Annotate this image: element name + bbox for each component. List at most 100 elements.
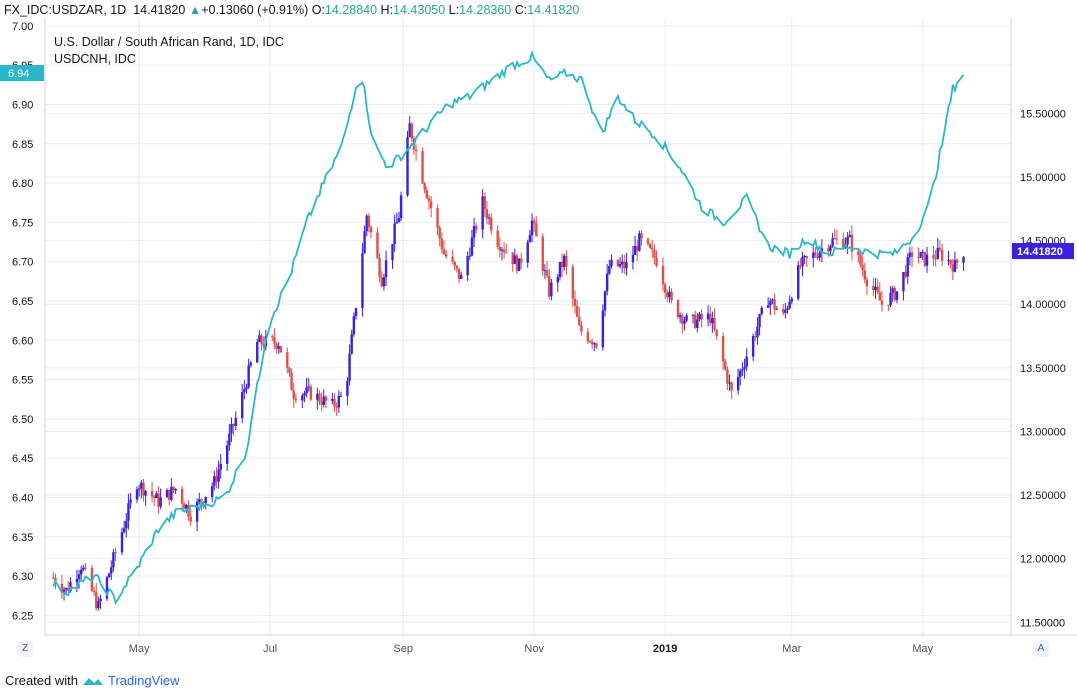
candle-body [451, 256, 454, 262]
time-tick-label: 2019 [653, 643, 677, 655]
candle-body [399, 195, 403, 219]
candle-body [382, 277, 386, 287]
candle-body [962, 256, 965, 263]
left-tick-label: 6.45 [12, 453, 33, 465]
candle-body [502, 249, 506, 253]
candle-body [150, 490, 154, 497]
left-price-axis[interactable]: 7.006.956.906.856.806.756.706.656.606.55… [12, 21, 33, 622]
candle-body [292, 390, 295, 399]
candle-body [288, 367, 291, 373]
candle-body [593, 343, 596, 345]
time-axis[interactable]: May Jul Sep Nov 2019 Mar May [129, 643, 934, 655]
candle-body [805, 256, 809, 258]
right-price-axis[interactable]: 15.5000015.0000014.5000014.0000013.50000… [1020, 108, 1066, 629]
tradingview-logo-icon [82, 677, 103, 685]
candle-body [217, 469, 220, 482]
candle-body [861, 265, 864, 271]
candle-body [225, 445, 229, 464]
candle-body [52, 577, 55, 579]
candle-body [545, 270, 549, 276]
candle-body [663, 284, 667, 293]
chart-canvas[interactable]: 7.006.956.906.856.806.756.706.656.606.55… [0, 18, 1077, 662]
candle-body [681, 315, 684, 324]
candle-body [318, 393, 321, 402]
candle-body [865, 279, 869, 287]
candle-body [346, 380, 349, 396]
candle-body [827, 248, 830, 252]
main-series-legend[interactable]: U.S. Dollar / South African Rand, 1D, ID… [54, 35, 284, 49]
candle-body [655, 257, 658, 266]
candle-body [75, 579, 79, 583]
candle-body [305, 387, 308, 394]
candle-body [947, 259, 950, 261]
candle-body [337, 395, 341, 408]
candle-body [618, 263, 622, 267]
candle-body [258, 335, 261, 342]
candle-body [241, 392, 244, 418]
right-tick-label: 14.00000 [1020, 299, 1066, 311]
candle-body [936, 247, 939, 259]
candle-body [685, 315, 688, 321]
candle-body [550, 282, 553, 297]
candle-body [775, 308, 778, 310]
candle-body [745, 356, 748, 367]
candle-body [125, 520, 128, 529]
compare-series-legend[interactable]: USDCNH, IDC [54, 52, 136, 66]
candle-body [406, 137, 409, 196]
candle-body [294, 398, 298, 401]
candle-body [120, 532, 124, 553]
candle-body [601, 310, 605, 348]
candle-body [771, 299, 774, 302]
candle-body [363, 231, 366, 254]
candle-body [831, 238, 834, 247]
candle-body [60, 583, 64, 593]
candle-body [812, 252, 815, 258]
candle-body [842, 238, 845, 248]
candle-body [530, 220, 534, 236]
candle-body [872, 286, 875, 291]
auto-scale-button[interactable]: A [1033, 641, 1049, 657]
candle-body [505, 252, 508, 254]
right-tick-label: 12.00000 [1020, 554, 1066, 566]
candle-body [481, 196, 484, 230]
candle-body [271, 336, 274, 338]
candle-body [625, 262, 628, 269]
candle-body [588, 341, 592, 343]
candle-body [213, 476, 216, 487]
candle-body [455, 265, 459, 269]
symbol-label[interactable]: FX_IDC:USDZAR, 1D [4, 3, 127, 17]
candle-body [174, 488, 177, 491]
candle-body [279, 346, 283, 353]
candle-body [940, 249, 944, 261]
candle-body [168, 490, 171, 500]
left-tick-label: 6.65 [12, 296, 33, 308]
candle-body [500, 249, 504, 251]
candle-body [316, 393, 319, 400]
candle-body [893, 288, 897, 300]
candle-body [782, 308, 785, 313]
zoom-reset-button[interactable]: Z [17, 641, 33, 657]
candle-body [766, 305, 770, 308]
candle-body [623, 261, 626, 269]
candle-body [797, 265, 800, 299]
candle-body [874, 286, 877, 291]
candle-body [444, 253, 448, 257]
tradingview-link[interactable]: TradingView [107, 673, 180, 688]
candle-body [498, 246, 502, 251]
candle-body [693, 314, 697, 328]
low-label: L: [448, 3, 460, 17]
candle-body [741, 369, 744, 371]
candle-body [726, 369, 729, 384]
candle-body [548, 275, 551, 297]
candle-body [846, 237, 849, 245]
candle-body [165, 490, 169, 498]
candle-body [816, 255, 819, 258]
candle-body [728, 382, 731, 384]
candle-body [580, 325, 583, 332]
candle-body [788, 301, 791, 309]
open-label: O: [311, 3, 325, 17]
candle-body [286, 352, 289, 368]
candle-body [137, 488, 141, 490]
candle-body [232, 423, 235, 427]
candle-body [324, 396, 328, 401]
